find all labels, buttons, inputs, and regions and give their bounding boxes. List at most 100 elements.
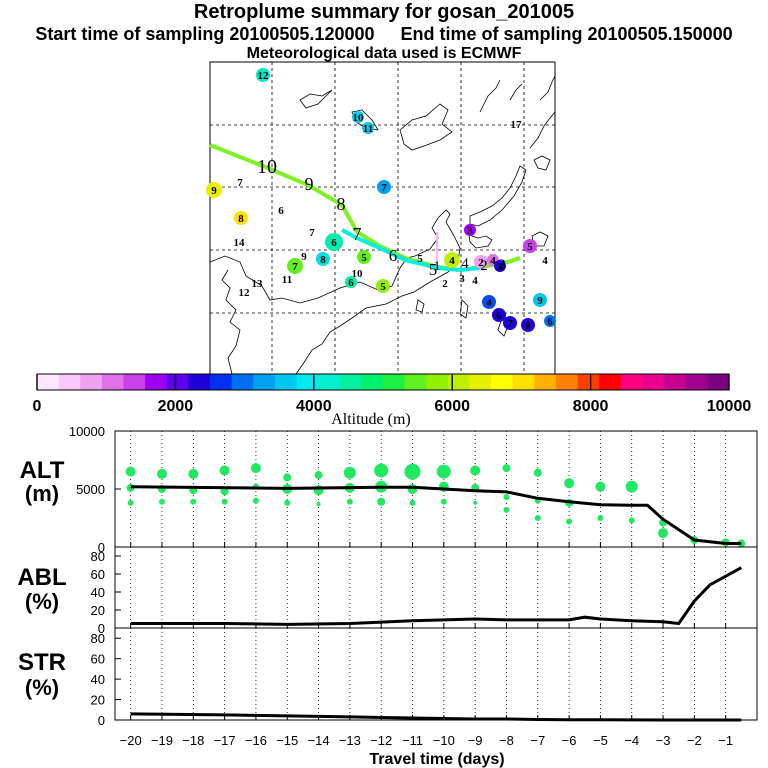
x-tick-label: −12 xyxy=(370,733,392,748)
colorbar-swatch xyxy=(404,374,427,390)
panel-y-tick-label: 0 xyxy=(98,621,105,636)
colorbar-swatch xyxy=(469,374,492,390)
plume-cluster-point xyxy=(409,499,416,506)
x-tick-label: −4 xyxy=(624,733,639,748)
series-line xyxy=(130,712,742,722)
plume-marker xyxy=(316,252,330,266)
trajectory-day-label: 10 xyxy=(257,156,277,178)
trajectory-line-mid xyxy=(341,228,481,273)
colorbar-tick-label: 0 xyxy=(33,398,42,415)
plume-cluster-point xyxy=(220,487,229,496)
plume-cluster-point xyxy=(188,468,199,479)
x-tick-label: −14 xyxy=(308,733,330,748)
x-tick-label: −8 xyxy=(499,733,514,748)
plume-label: 7 xyxy=(381,182,387,194)
plume-cluster-point xyxy=(737,539,746,548)
trajectory-day-label: 8 xyxy=(337,194,346,214)
trajectory-day-label: 3 xyxy=(498,257,506,273)
plume-label: 4 xyxy=(472,275,478,287)
panel-y-tick-label: 40 xyxy=(91,672,105,687)
plume-cluster-point xyxy=(377,497,386,506)
plume-cluster-point xyxy=(252,497,259,504)
plume-label: 2 xyxy=(478,257,484,269)
start-time-label: Start time of sampling 20100505.120000 xyxy=(35,24,375,44)
plume-label: 9 xyxy=(301,251,307,263)
colorbar-swatch xyxy=(58,374,81,390)
plume-label: 4 xyxy=(490,255,496,267)
plume-marker xyxy=(544,315,556,327)
plume-cluster-point xyxy=(625,480,638,493)
colorbar-swatch xyxy=(577,374,600,390)
plume-cluster-point xyxy=(156,468,167,479)
plume-label: 5 xyxy=(361,252,367,264)
x-tick-label: −9 xyxy=(468,733,483,748)
x-tick-label: −1 xyxy=(718,733,733,748)
alt-panel: 0 5000 10000 xyxy=(69,424,758,555)
plume-cluster-point xyxy=(473,500,478,505)
panel-y-tick-label: 60 xyxy=(91,567,105,582)
colorbar-swatch xyxy=(123,374,146,390)
panel-y-tick-label: 60 xyxy=(91,652,105,667)
alt-panel-unit: (m) xyxy=(25,481,59,506)
colorbar-swatch xyxy=(318,374,341,390)
plume-label: 14 xyxy=(234,237,246,249)
plume-cluster-point xyxy=(440,498,447,505)
colorbar-tick-label: 6000 xyxy=(434,398,470,415)
panel-y-tick-label: 0 xyxy=(98,540,105,555)
plume-marker xyxy=(362,122,374,134)
x-tick-label: −13 xyxy=(339,733,361,748)
plume-label: 8 xyxy=(525,320,531,332)
plume-cluster-point xyxy=(314,471,323,480)
end-time-label: End time of sampling 20100505.150000 xyxy=(400,24,733,44)
panel-y-tick-label: 20 xyxy=(91,603,105,618)
colorbar-label: Altitude (m) xyxy=(331,411,411,428)
plume-marker xyxy=(494,260,506,272)
plume-cluster-point xyxy=(628,517,635,524)
str-panel-label: STR xyxy=(18,649,66,676)
plume-cluster-point xyxy=(502,464,511,473)
plume-cluster-point xyxy=(597,515,604,521)
plume-cluster-point xyxy=(219,465,230,476)
plume-label: 10 xyxy=(352,268,364,280)
plume-label: 7 xyxy=(237,177,243,189)
trajectory-day-label: 9 xyxy=(305,174,314,194)
x-tick-label: −3 xyxy=(656,733,671,748)
plume-marker xyxy=(377,180,391,194)
plume-label: 6 xyxy=(331,237,337,249)
plume-marker xyxy=(287,258,303,274)
plume-label: 5 xyxy=(417,253,423,265)
plume-label: 8 xyxy=(320,254,326,266)
plume-label: 3 xyxy=(467,225,473,237)
plume-label: 7 xyxy=(507,318,513,330)
altitude-colorbar: 0 2000 4000 6000 8000 10000 xyxy=(33,373,751,415)
panel-y-tick-label: 10000 xyxy=(69,424,105,439)
plume-cluster-point xyxy=(221,498,228,505)
plume-cluster-point xyxy=(436,464,451,479)
colorbar-swatch xyxy=(274,374,297,390)
plume-marker xyxy=(352,111,364,123)
x-tick-label: −20 xyxy=(120,733,142,748)
colorbar-swatch xyxy=(599,374,622,390)
alt-panel-label: ALT xyxy=(20,457,65,484)
colorbar-swatch xyxy=(231,374,254,390)
panel-y-tick-label: 20 xyxy=(91,693,105,708)
plume-label: 11 xyxy=(363,123,373,135)
colorbar-swatch xyxy=(447,374,470,390)
plume-label: 5 xyxy=(527,241,533,253)
plume-cluster-point xyxy=(533,468,542,477)
plume-cluster-point xyxy=(470,465,481,476)
colorbar-swatch xyxy=(707,374,730,390)
plume-cluster-point xyxy=(283,473,292,482)
plume-cluster-point xyxy=(316,502,321,507)
plume-label: 7 xyxy=(309,227,315,239)
colorbar-swatch xyxy=(339,374,362,390)
trajectory-day-label: 6 xyxy=(389,246,398,265)
panel-y-tick-label: 40 xyxy=(91,585,105,600)
plume-label: 10 xyxy=(353,112,365,124)
colorbar-swatch xyxy=(383,374,406,390)
x-tick-label: −18 xyxy=(182,733,204,748)
str-panel-unit: (%) xyxy=(25,675,59,700)
colorbar-swatch xyxy=(80,374,103,390)
